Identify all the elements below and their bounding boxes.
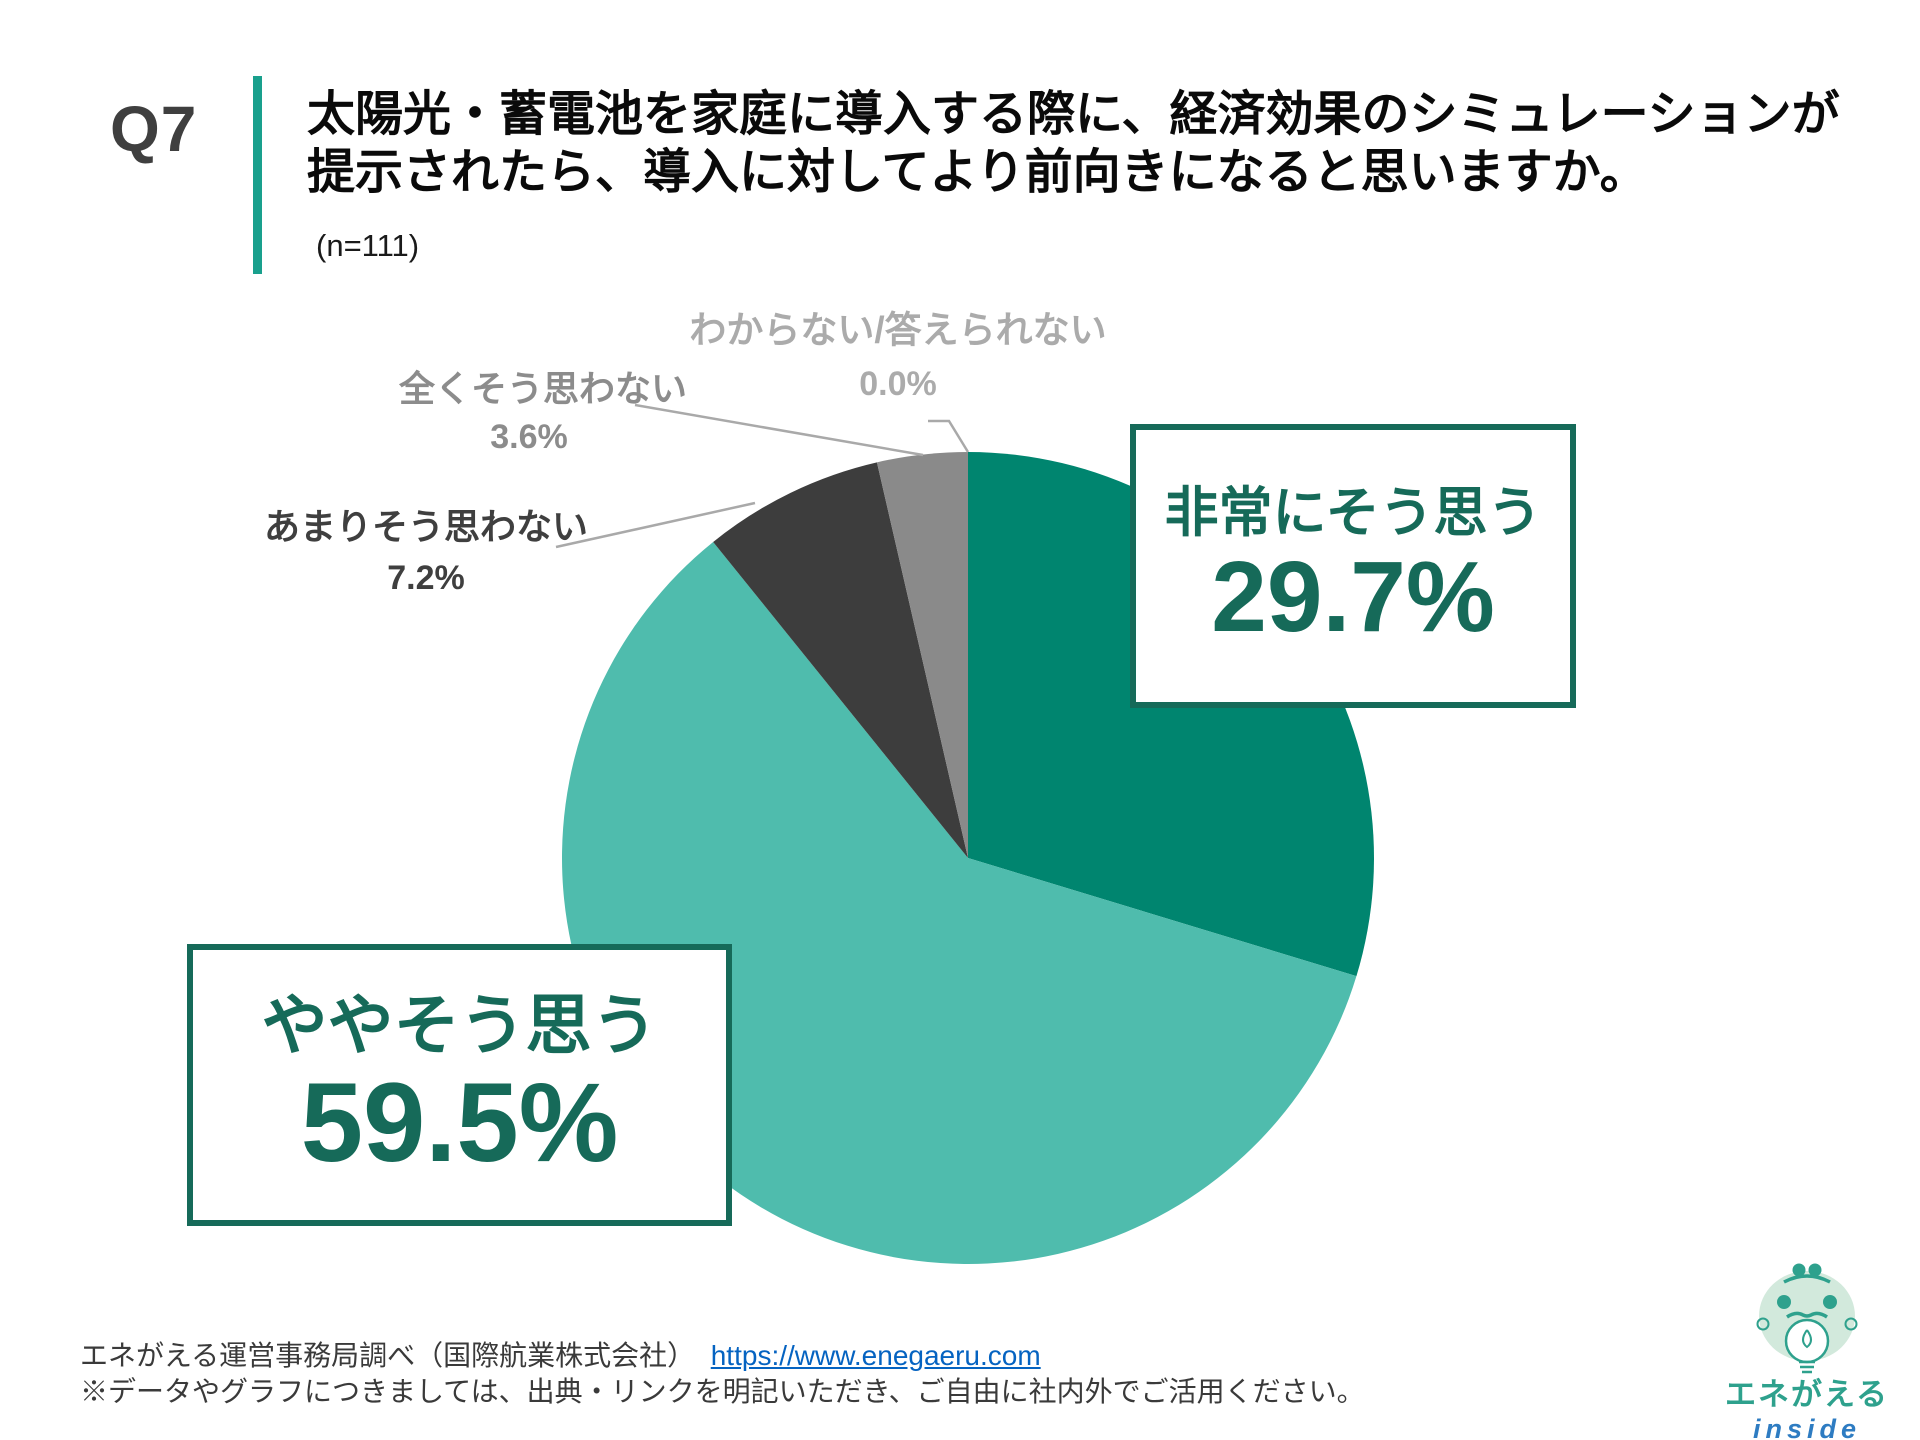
slice-value-unknown: 0.0% [859, 365, 937, 403]
pie-slice-1 [561, 541, 1357, 1264]
callout-strongly-agree-value: 29.7% [1211, 540, 1495, 653]
pie-slice-3 [876, 452, 968, 858]
pie-slice-2 [713, 462, 968, 858]
page-title: 太陽光・蓄電池を家庭に導入する際に、経済効果のシミュレーションが 提示されたら、… [307, 86, 1840, 201]
leader-line-unknown [928, 419, 970, 453]
frog-mascot-icon [1756, 1263, 1858, 1374]
logo-sub-text: inside [1753, 1414, 1861, 1440]
page-title-line2: 提示されたら、導入に対してより前向きになると思いますか。 [307, 145, 1648, 199]
footer-source-text: エネがえる運営事務局調べ（国際航業株式会社） [80, 1340, 696, 1371]
slice-value-disagree: 7.2% [387, 559, 465, 597]
leader-line-disagree [555, 501, 756, 549]
callout-somewhat-agree-value: 59.5% [300, 1060, 619, 1186]
slice-label-strongly-disagree: 全くそう思わない [398, 368, 688, 409]
logo-brand-text: エネがえる [1725, 1377, 1889, 1412]
slice-label-disagree: あまりそう思わない [263, 506, 589, 547]
question-number: Q7 [110, 93, 198, 165]
title-accent-bar [253, 76, 262, 274]
leader-line-strongly-disagree [634, 403, 924, 457]
footer-source-link[interactable]: https://www.enegaeru.com [710, 1340, 1041, 1371]
footer-source-line: エネがえる運営事務局調べ（国際航業株式会社） https://www.enega… [80, 1338, 1365, 1374]
callout-somewhat-agree: ややそう思う 59.5% [187, 944, 732, 1226]
footer-note: ※データやグラフにつきましては、出典・リンクを明記いただき、ご自由に社内外でご活… [80, 1375, 1365, 1407]
slice-value-strongly-disagree: 3.6% [490, 418, 568, 456]
callout-strongly-agree-label: 非常にそう思う [1164, 483, 1542, 544]
page-title-line1: 太陽光・蓄電池を家庭に導入する際に、経済効果のシミュレーションが [307, 88, 1840, 141]
brand-logo: エネがえる inside [1725, 1263, 1889, 1440]
callout-strongly-agree: 非常にそう思う 29.7% [1130, 424, 1576, 708]
callout-somewhat-agree-label: ややそう思う [261, 988, 658, 1063]
sample-size: (n=111) [316, 228, 420, 263]
footer: エネがえる運営事務局調べ（国際航業株式会社） https://www.enega… [80, 1338, 1365, 1409]
slice-label-unknown: わからない/答えられない [689, 309, 1107, 351]
pie-slice-0 [968, 452, 1374, 977]
